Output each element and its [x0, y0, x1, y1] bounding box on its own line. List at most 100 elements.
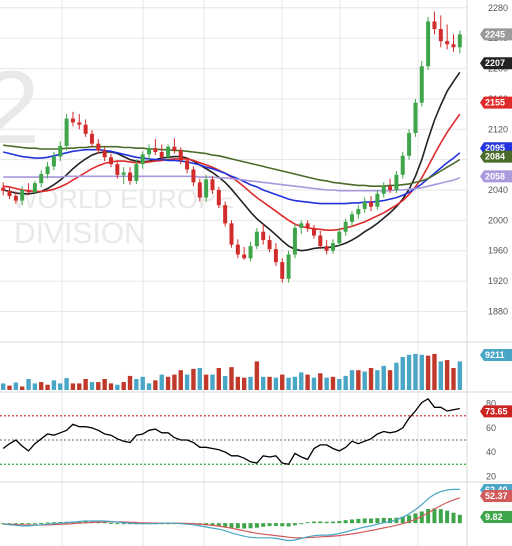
volume-tag-bg: [480, 349, 512, 361]
volume-bar: [115, 384, 120, 390]
candle-body: [166, 146, 171, 158]
ma-value-tag-text: 2155: [485, 98, 505, 108]
moving-average-line: [3, 71, 461, 252]
volume-tag: 9211: [480, 349, 512, 361]
volume-bar: [318, 373, 323, 390]
volume-bar: [58, 383, 63, 390]
volume-bar: [267, 376, 272, 390]
macd-histogram-bar: [121, 523, 126, 525]
candle-body: [26, 189, 31, 193]
macd-histogram-bar: [7, 523, 12, 525]
candle-body: [197, 182, 202, 198]
candle-body: [318, 235, 323, 247]
candle-body: [115, 164, 120, 175]
volume-bar: [241, 377, 247, 390]
macd-histogram-bar: [445, 510, 450, 524]
rsi-tick-label: 80: [486, 399, 496, 409]
volume-bar: [13, 382, 19, 390]
macd-histogram-bar: [419, 511, 424, 524]
volume-bar: [235, 376, 241, 390]
ma-value-tag: 2084: [480, 150, 512, 163]
price-tick-label: 2120: [488, 124, 508, 134]
candle-body: [13, 196, 18, 201]
volume-bar: [406, 354, 412, 390]
last-price-tag-text: 2245: [485, 29, 505, 39]
volume-bar: [32, 383, 38, 390]
last-price-tag-bg: [480, 28, 512, 41]
volume-bar: [140, 376, 145, 390]
candle-body: [159, 152, 164, 158]
volume-bar: [191, 368, 196, 390]
candle-body: [324, 246, 329, 251]
macd-histogram-bar: [77, 521, 82, 524]
candle-body: [185, 160, 190, 170]
macd-histogram-bar: [280, 523, 285, 527]
ma-value-tag-bg: [480, 57, 512, 70]
macd-histogram-bar: [267, 523, 272, 527]
price-tick-label: 2040: [488, 185, 508, 195]
last-price-tag: 2245: [480, 28, 512, 41]
ma-value-tag: 2058: [480, 170, 512, 183]
candle-body: [381, 186, 386, 194]
candle-body: [223, 205, 228, 224]
volume-pane: [0, 353, 463, 390]
candle-body: [229, 223, 234, 245]
candle-body: [330, 243, 335, 251]
volume-bar: [108, 383, 114, 390]
candle-body: [216, 189, 221, 206]
macd-histogram-bar: [229, 523, 234, 528]
macd-histogram-bar: [216, 523, 221, 527]
candle-body: [375, 193, 380, 207]
ma-value-tag-text: 2207: [485, 58, 505, 68]
candle-body: [210, 179, 215, 190]
candle-body: [362, 202, 367, 209]
candle-body: [267, 240, 272, 250]
volume-bar: [394, 362, 399, 390]
volume-bar: [153, 380, 158, 390]
value-tags: 224522072155209520842058921173.6562.4052…: [480, 28, 512, 523]
rsi-value-tag-bg: [480, 405, 512, 418]
rsi-value-tag-text: 73.65: [485, 406, 508, 416]
macd-histogram-bar: [286, 523, 291, 527]
volume-bar: [210, 374, 215, 390]
signal-value-tag-text: 52.37: [485, 491, 508, 501]
macd-histogram-bar: [273, 523, 278, 526]
volume-bar: [216, 368, 222, 390]
volume-bar: [70, 383, 76, 390]
volume-bar: [39, 382, 44, 390]
ma-value-tag-bg: [480, 170, 512, 183]
volume-bar: [19, 386, 25, 390]
signal-value-tag-bg: [480, 490, 512, 502]
candle-body: [121, 172, 126, 175]
macd-histogram-bar: [337, 521, 342, 524]
volume-bar: [159, 374, 164, 390]
candle-body: [407, 133, 412, 156]
volume-bar: [451, 368, 456, 390]
macd-histogram-bar: [356, 518, 361, 524]
volume-bar: [280, 374, 285, 390]
volume-bar: [444, 360, 450, 390]
candle-body: [369, 202, 374, 207]
price-tick-label: 2280: [488, 3, 508, 13]
histogram-value-tag-text: 9.82: [485, 512, 503, 522]
candle-body: [153, 148, 158, 153]
volume-bar: [349, 370, 355, 390]
volume-bar: [438, 361, 444, 390]
moving-average-line: [3, 148, 461, 205]
volume-bar: [197, 368, 202, 390]
candle-body: [400, 155, 405, 175]
volume-bar: [419, 354, 424, 390]
macd-histogram-bar: [108, 522, 113, 524]
watermark-line1: WORLD EUROPE: [12, 184, 234, 214]
macd-histogram-bar: [413, 513, 418, 524]
candle-body: [356, 208, 361, 215]
candle-body: [20, 189, 25, 201]
macd-histogram-bar: [362, 518, 367, 524]
macd-histogram-bar: [223, 523, 228, 527]
volume-bar: [7, 385, 12, 390]
candle-body: [457, 34, 462, 48]
ma-value-tag-text: 2084: [485, 152, 505, 162]
ma-value-tag: 2155: [480, 96, 512, 109]
candle-body: [394, 174, 399, 190]
